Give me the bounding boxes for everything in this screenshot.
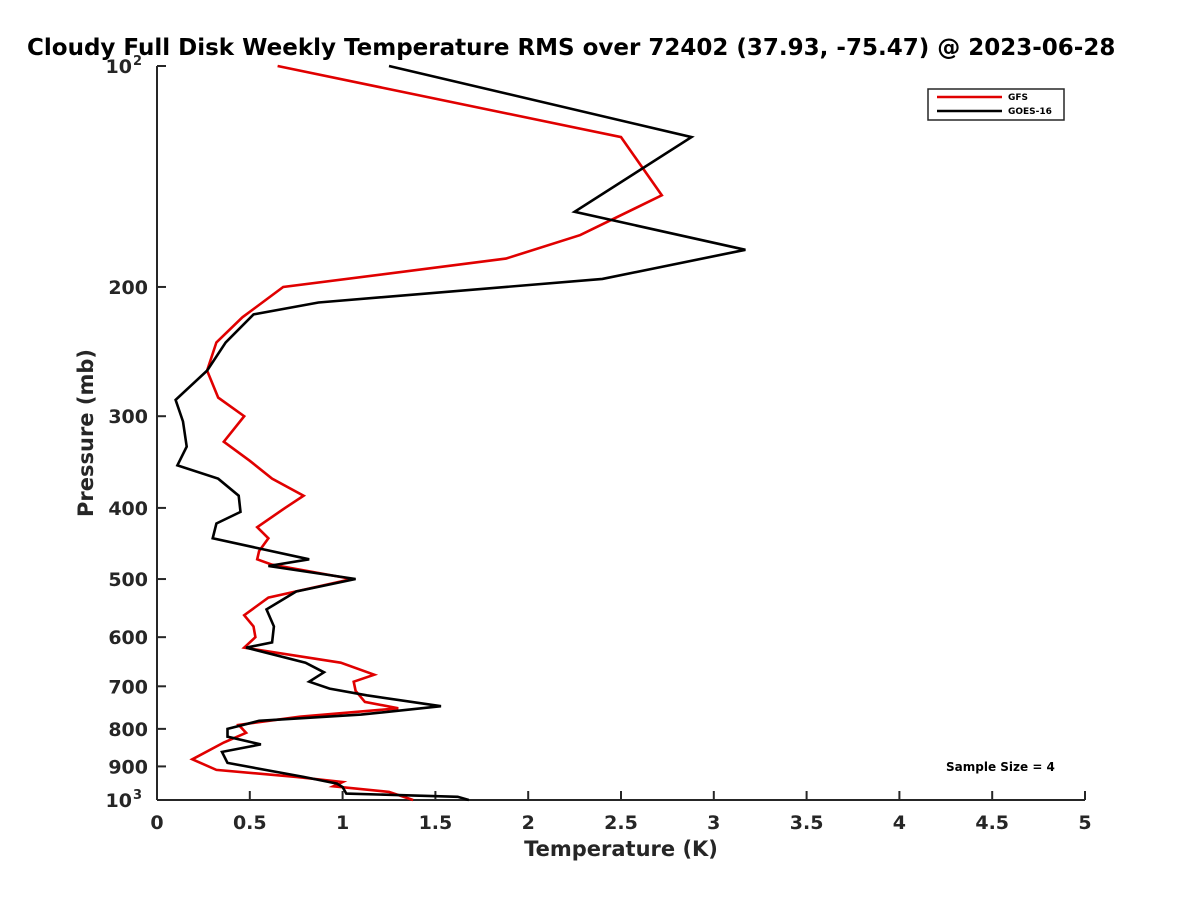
x-tick-label: 3.5 [790,812,824,834]
plot-area [156,66,1085,801]
x-tick-label: 4.5 [975,812,1009,834]
y-tick-exponent: 2 [133,54,142,69]
legend-box [927,88,1065,121]
x-tick-label: 1 [336,812,349,834]
x-tick-label: 4 [893,812,906,834]
legend-label: GFS [1008,93,1028,103]
x-tick-label: 2.5 [604,812,638,834]
y-axis-label: Pressure (mb) [74,349,98,517]
series-lines [174,64,746,802]
x-tick-label: 0 [150,812,163,834]
y-tick-exponent: 3 [133,788,142,803]
series-line-gfs [189,64,664,802]
y-tick-label: 200 [108,277,148,299]
y-tick-label: 900 [108,756,148,778]
legend-label: GOES-16 [1008,107,1052,117]
series-line-goes-16 [174,64,746,802]
x-tick-label: 3 [707,812,720,834]
x-ticks: 0 0.5 1 1.5 2 2.5 3 3.5 4 4.5 5 [150,791,1092,834]
y-tick-label: 700 [108,676,148,698]
chart-title: Cloudy Full Disk Weekly Temperature RMS … [27,35,1115,61]
y-tick-label: 500 [108,569,148,591]
x-tick-label: 0.5 [233,812,267,834]
sample-size-annotation: Sample Size = 4 [946,760,1055,774]
x-tick-label: 1.5 [419,812,453,834]
x-axis-label: Temperature (K) [524,837,718,861]
y-tick-label: 600 [108,627,148,649]
y-tick-label: 300 [108,406,148,428]
legend: GFS GOES-16 [927,88,1065,121]
x-tick-label: 5 [1078,812,1091,834]
y-tick-label: 10 [106,56,132,78]
y-tick-label: 800 [108,719,148,741]
x-tick-label: 2 [522,812,535,834]
y-tick-label: 400 [108,498,148,520]
y-tick-label: 10 [106,790,132,812]
